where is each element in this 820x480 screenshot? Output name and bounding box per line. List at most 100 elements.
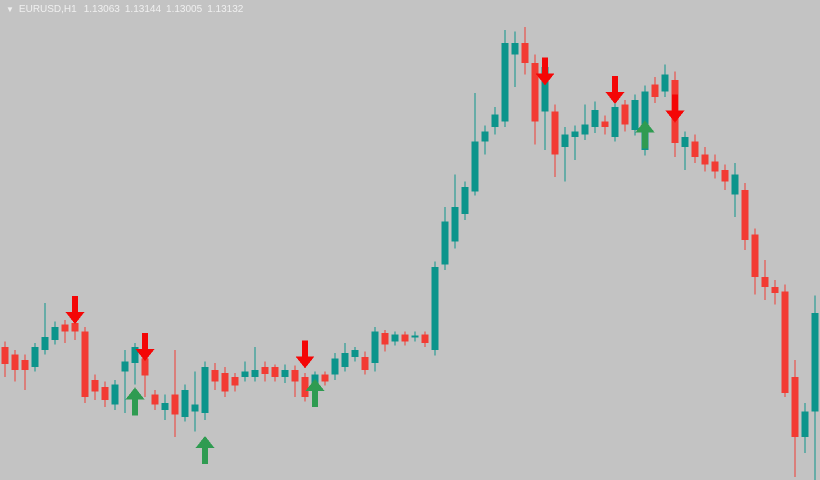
symbol-timeframe-label: EURUSD,H1 bbox=[18, 4, 77, 15]
open-value: 1.13063 bbox=[83, 4, 120, 15]
candle bbox=[11, 350, 19, 382]
collapse-chart-icon[interactable]: ▼ bbox=[6, 5, 14, 14]
candle-body bbox=[141, 358, 149, 376]
candle-body bbox=[131, 347, 139, 363]
candle bbox=[371, 327, 379, 372]
candle-body bbox=[691, 141, 699, 158]
candle-body bbox=[11, 354, 19, 370]
candle bbox=[211, 362, 219, 390]
candle bbox=[811, 295, 819, 480]
candle bbox=[491, 107, 499, 135]
candle-body bbox=[561, 134, 569, 148]
candle-body bbox=[491, 114, 499, 128]
candle-body bbox=[421, 334, 429, 343]
candle-body bbox=[661, 74, 669, 92]
candle-body bbox=[771, 287, 779, 293]
candle bbox=[521, 27, 529, 75]
sell-signal-arrow-icon bbox=[665, 94, 685, 123]
candle bbox=[781, 284, 789, 398]
candle bbox=[41, 302, 49, 355]
candle-body bbox=[731, 174, 739, 195]
candle-body bbox=[591, 110, 599, 128]
candle-body bbox=[111, 384, 119, 405]
candle bbox=[291, 365, 299, 398]
candle-body bbox=[61, 324, 69, 332]
candle-body bbox=[601, 121, 609, 128]
candle bbox=[61, 320, 69, 343]
candle-body bbox=[351, 350, 359, 358]
candle-body bbox=[521, 42, 529, 63]
buy-signal-arrow-icon bbox=[305, 378, 325, 407]
candle-body bbox=[391, 334, 399, 342]
candle bbox=[281, 364, 289, 383]
buy-signal-arrow-icon bbox=[125, 387, 145, 416]
candle bbox=[581, 104, 589, 140]
candle-body bbox=[471, 141, 479, 192]
candle bbox=[721, 164, 729, 190]
ohlc-header: ▼ EURUSD,H1 1.13063 1.13144 1.13005 1.13… bbox=[6, 4, 248, 15]
candle bbox=[751, 228, 759, 295]
candle-body bbox=[481, 131, 489, 142]
candle bbox=[91, 374, 99, 400]
candle-body bbox=[181, 390, 189, 418]
candle bbox=[361, 351, 369, 375]
candle-body bbox=[81, 331, 89, 398]
candle-body bbox=[451, 207, 459, 242]
candle-body bbox=[341, 352, 349, 368]
high-value: 1.13144 bbox=[124, 4, 162, 15]
candle bbox=[621, 100, 629, 132]
candle bbox=[321, 371, 329, 386]
candle bbox=[511, 31, 519, 88]
candle-body bbox=[41, 337, 49, 350]
candle-body bbox=[91, 380, 99, 392]
candle bbox=[81, 327, 89, 403]
candle-body bbox=[511, 42, 519, 55]
candle-body bbox=[211, 370, 219, 382]
candle-body bbox=[431, 267, 439, 350]
candle bbox=[431, 261, 439, 356]
candle-body bbox=[331, 358, 339, 375]
candle bbox=[21, 354, 29, 390]
buy-signal-arrow-icon bbox=[195, 436, 215, 464]
close-value: 1.13132 bbox=[207, 4, 244, 15]
candle-body bbox=[101, 387, 109, 400]
candle-body bbox=[581, 124, 589, 135]
candle-body bbox=[531, 62, 539, 122]
candle-body bbox=[271, 367, 279, 378]
candle bbox=[341, 342, 349, 372]
candle-body bbox=[381, 332, 389, 345]
candle-body bbox=[161, 402, 169, 410]
candle bbox=[411, 331, 419, 342]
candle-body bbox=[371, 331, 379, 363]
candle bbox=[481, 125, 489, 155]
candle bbox=[401, 331, 409, 346]
candle bbox=[681, 131, 689, 170]
candle bbox=[101, 381, 109, 408]
candle-body bbox=[361, 357, 369, 370]
candle-body bbox=[461, 187, 469, 215]
candle bbox=[461, 181, 469, 220]
sell-signal-arrow-icon bbox=[535, 57, 555, 86]
candle-body bbox=[191, 404, 199, 412]
candle bbox=[391, 331, 399, 346]
candle-body bbox=[441, 221, 449, 265]
candle bbox=[261, 361, 269, 382]
candle-body bbox=[21, 360, 29, 370]
candle-body bbox=[51, 327, 59, 340]
candle bbox=[251, 347, 259, 382]
candle bbox=[451, 174, 459, 249]
candle bbox=[231, 372, 239, 392]
candle bbox=[51, 321, 59, 345]
candle-body bbox=[281, 370, 289, 378]
candle bbox=[601, 115, 609, 135]
candle bbox=[611, 100, 619, 142]
candle-body bbox=[751, 234, 759, 278]
candle-body bbox=[721, 170, 729, 182]
candle-body bbox=[791, 377, 799, 438]
candle-body bbox=[261, 367, 269, 375]
sell-signal-arrow-icon bbox=[295, 340, 315, 369]
candle bbox=[741, 182, 749, 250]
candle bbox=[1, 341, 9, 378]
